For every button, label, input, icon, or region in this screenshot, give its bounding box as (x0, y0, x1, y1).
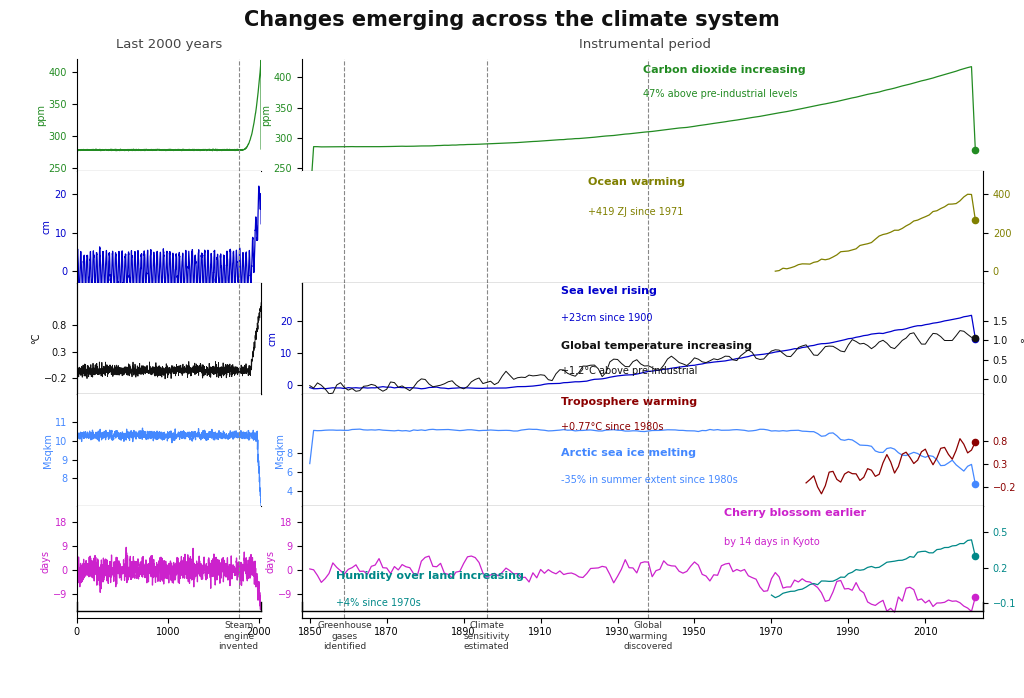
Text: Humidity over land increasing: Humidity over land increasing (336, 571, 524, 581)
Y-axis label: °C: °C (31, 333, 41, 344)
Point (967, 591, 983, 602)
Text: 47% above pre-industrial levels: 47% above pre-industrial levels (643, 89, 797, 100)
Point (967, 332, 983, 343)
Point (967, 551, 983, 562)
Y-axis label: cm: cm (42, 219, 52, 235)
Text: Troposphere warming: Troposphere warming (561, 396, 697, 407)
Text: Changes emerging across the climate system: Changes emerging across the climate syst… (244, 10, 780, 31)
Y-axis label: Msqkm: Msqkm (274, 433, 285, 468)
Y-axis label: ppm: ppm (36, 104, 46, 126)
Point (967, 333, 983, 344)
Point (967, 436, 983, 447)
Y-axis label: ppm: ppm (261, 104, 271, 126)
Text: Climate
sensitivity
estimated: Climate sensitivity estimated (464, 621, 510, 651)
Text: Sea level rising: Sea level rising (561, 286, 656, 296)
Y-axis label: cm: cm (267, 331, 278, 346)
Text: Steam
engine
invented: Steam engine invented (218, 621, 259, 651)
Text: Global temperature increasing: Global temperature increasing (561, 341, 752, 351)
Y-axis label: Msqkm: Msqkm (43, 433, 53, 468)
Point (967, 479, 983, 490)
Text: Carbon dioxide increasing: Carbon dioxide increasing (643, 65, 805, 75)
Text: +419 ZJ since 1971: +419 ZJ since 1971 (588, 207, 683, 217)
Y-axis label: days: days (40, 551, 50, 573)
Text: Cherry blossom earlier: Cherry blossom earlier (724, 508, 866, 519)
Y-axis label: days: days (265, 551, 275, 573)
Y-axis label: °C: °C (1019, 339, 1024, 348)
Text: +0.77°C since 1980s: +0.77°C since 1980s (561, 422, 664, 432)
Text: by 14 days in Kyoto: by 14 days in Kyoto (724, 537, 820, 547)
Point (967, 214, 983, 225)
Text: +23cm since 1900: +23cm since 1900 (561, 313, 652, 323)
Text: Last 2000 years: Last 2000 years (116, 38, 222, 52)
Text: +1.2°C above pre-industrial: +1.2°C above pre-industrial (561, 366, 697, 376)
Text: Ocean warming: Ocean warming (588, 177, 685, 186)
Text: Greenhouse
gases
identified: Greenhouse gases identified (317, 621, 372, 651)
Text: +4% since 1970s: +4% since 1970s (336, 597, 421, 608)
Text: Instrumental period: Instrumental period (580, 38, 711, 52)
Text: Global
warming
discovered: Global warming discovered (624, 621, 673, 651)
Text: Arctic sea ice melting: Arctic sea ice melting (561, 448, 696, 458)
Point (967, 144, 983, 156)
Text: -35% in summer extent since 1980s: -35% in summer extent since 1980s (561, 475, 737, 485)
